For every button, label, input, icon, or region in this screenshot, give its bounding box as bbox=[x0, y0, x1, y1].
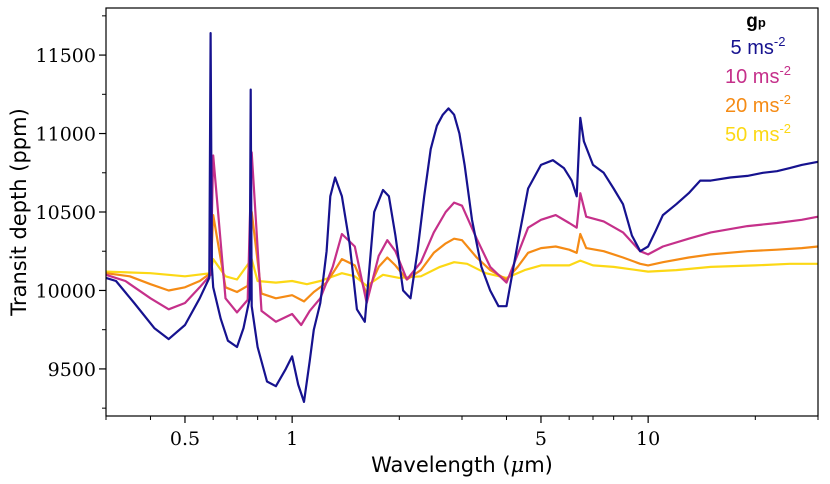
plot-area bbox=[105, 7, 819, 417]
legend-entry-4: 50 ms-2 bbox=[725, 121, 791, 146]
y-tick-label: 11000 bbox=[36, 124, 96, 146]
y-tick-label: 10500 bbox=[36, 202, 96, 224]
x-tick-label: 0.5 bbox=[170, 428, 200, 450]
x-axis-label: Wavelength (μm) bbox=[371, 453, 553, 477]
series-layer bbox=[105, 31, 819, 403]
x-tick-label: 1 bbox=[286, 428, 298, 450]
x-tick-label: 10 bbox=[636, 428, 660, 450]
legend-entry-2: 10 ms-2 bbox=[725, 63, 791, 88]
y-axis-label: Transit depth (ppm) bbox=[7, 108, 31, 317]
series-line-2 bbox=[105, 151, 819, 327]
legend-title: gp bbox=[746, 11, 766, 32]
legend-entry-1: 5 ms-2 bbox=[731, 34, 786, 59]
y-tick-label: 11500 bbox=[36, 45, 96, 67]
y-axis: 9500 10000 10500 11000 11500 bbox=[36, 15, 106, 409]
x-tick-label: 5 bbox=[535, 428, 547, 450]
y-tick-label: 9500 bbox=[48, 359, 96, 381]
legend-entries: 5 ms-2 10 ms-2 20 ms-2 50 ms-2 bbox=[725, 34, 791, 146]
x-axis: 0.5 1 5 10 bbox=[105, 416, 819, 450]
y-tick-label: 10000 bbox=[36, 280, 96, 302]
legend-entry-3: 20 ms-2 bbox=[725, 92, 791, 117]
legend: gp 5 ms-2 10 ms-2 20 ms-2 50 ms-2 bbox=[725, 11, 791, 146]
series-line-1 bbox=[105, 31, 819, 403]
series-line-3 bbox=[105, 210, 819, 303]
